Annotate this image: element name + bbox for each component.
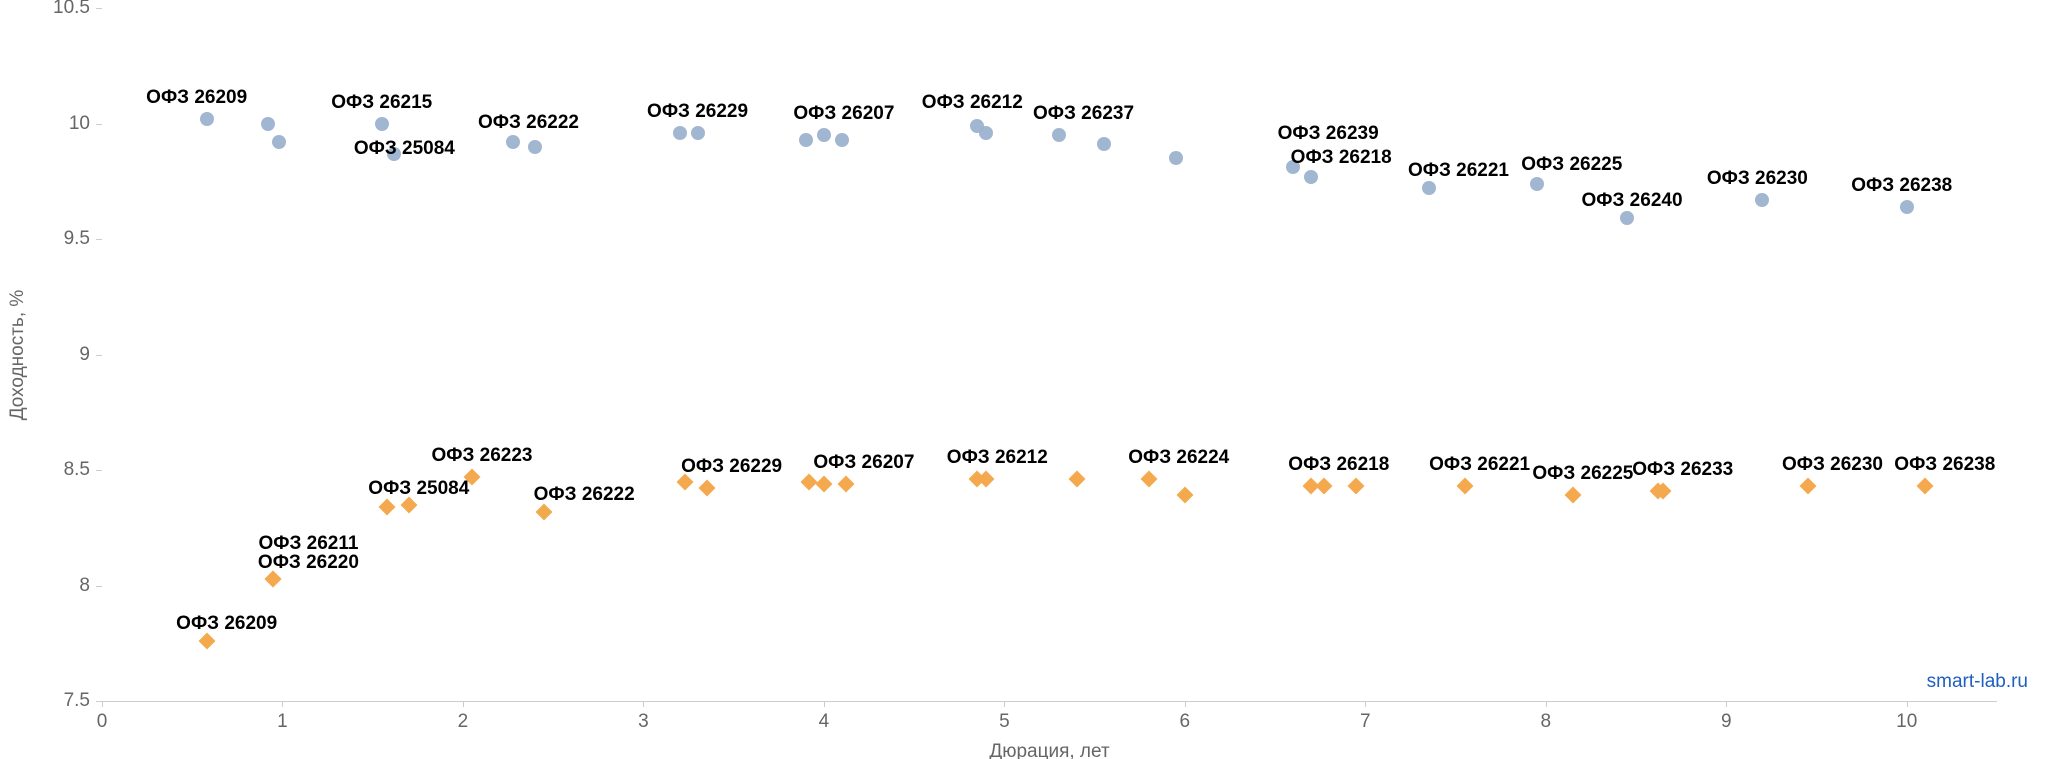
series-blue-point[interactable] bbox=[261, 117, 275, 131]
point-label: ОФЗ 26222 bbox=[534, 484, 635, 506]
series-blue-point[interactable] bbox=[1097, 137, 1111, 151]
x-tick-label: 7 bbox=[1360, 711, 1371, 733]
x-axis-line bbox=[102, 701, 1997, 702]
series-blue-point[interactable] bbox=[272, 135, 286, 149]
y-tick-label: 10 bbox=[69, 113, 90, 135]
y-tick-label: 7.5 bbox=[64, 690, 90, 712]
watermark[interactable]: smart-lab.ru bbox=[1927, 671, 2028, 693]
x-tick-label: 9 bbox=[1721, 711, 1732, 733]
x-tick bbox=[282, 701, 283, 707]
point-label: ОФЗ 26230 bbox=[1707, 168, 1808, 190]
point-label: ОФЗ 26207 bbox=[813, 452, 914, 474]
point-label: ОФЗ 26220 bbox=[258, 552, 359, 574]
point-label: ОФЗ 26224 bbox=[1128, 447, 1229, 469]
series-blue-point[interactable] bbox=[375, 117, 389, 131]
x-tick-label: 4 bbox=[819, 711, 830, 733]
point-label: ОФЗ 26239 bbox=[1278, 123, 1379, 145]
point-label: ОФЗ 26221 bbox=[1408, 160, 1509, 182]
point-label: ОФЗ 25084 bbox=[354, 138, 455, 160]
point-label: ОФЗ 26233 bbox=[1632, 459, 1733, 481]
point-label: ОФЗ 26209 bbox=[176, 613, 277, 635]
series-blue-point[interactable] bbox=[799, 133, 813, 147]
x-tick bbox=[1726, 701, 1727, 707]
point-label: ОФЗ 26225 bbox=[1532, 463, 1633, 485]
x-tick bbox=[1365, 701, 1366, 707]
point-label: ОФЗ 26225 bbox=[1521, 154, 1622, 176]
series-blue-point[interactable] bbox=[200, 112, 214, 126]
point-label: ОФЗ 26238 bbox=[1894, 454, 1995, 476]
series-blue-point[interactable] bbox=[1422, 181, 1436, 195]
series-blue-point[interactable] bbox=[1304, 170, 1318, 184]
x-tick bbox=[643, 701, 644, 707]
point-label: ОФЗ 26240 bbox=[1582, 190, 1683, 212]
point-label: ОФЗ 26218 bbox=[1288, 454, 1389, 476]
series-blue-point[interactable] bbox=[1755, 193, 1769, 207]
point-label: ОФЗ 26229 bbox=[647, 101, 748, 123]
point-label: ОФЗ 26221 bbox=[1429, 454, 1530, 476]
series-blue-point[interactable] bbox=[1169, 151, 1183, 165]
point-label: ОФЗ 26207 bbox=[793, 103, 894, 125]
point-label: ОФЗ 26209 bbox=[146, 87, 247, 109]
yield-duration-scatter: 7.5 8 8.5 9 9.5 10 10.5 0 1 2 3 4 5 6 7 8 9 10 Доходность,… bbox=[0, 0, 2048, 759]
x-tick-label: 0 bbox=[97, 711, 108, 733]
x-tick bbox=[1907, 701, 1908, 707]
series-blue-point[interactable] bbox=[691, 126, 705, 140]
series-blue-point[interactable] bbox=[1620, 211, 1634, 225]
series-blue-point[interactable] bbox=[979, 126, 993, 140]
series-blue-point[interactable] bbox=[506, 135, 520, 149]
y-tick bbox=[96, 124, 102, 125]
point-label: ОФЗ 26218 bbox=[1291, 147, 1392, 169]
series-blue-point[interactable] bbox=[673, 126, 687, 140]
y-tick bbox=[96, 470, 102, 471]
x-tick-label: 3 bbox=[638, 711, 649, 733]
point-label: ОФЗ 26223 bbox=[431, 445, 532, 467]
x-tick bbox=[1546, 701, 1547, 707]
x-tick bbox=[463, 701, 464, 707]
y-tick bbox=[96, 8, 102, 9]
point-label: ОФЗ 26229 bbox=[681, 456, 782, 478]
x-tick bbox=[102, 701, 103, 707]
series-blue-point[interactable] bbox=[1530, 177, 1544, 191]
x-tick-label: 1 bbox=[277, 711, 288, 733]
series-blue-point[interactable] bbox=[817, 128, 831, 142]
x-tick-label: 5 bbox=[999, 711, 1010, 733]
y-tick-label: 8 bbox=[79, 575, 90, 597]
point-label: ОФЗ 26230 bbox=[1782, 454, 1883, 476]
series-blue-point[interactable] bbox=[1900, 200, 1914, 214]
y-tick-label: 9 bbox=[79, 344, 90, 366]
point-label: ОФЗ 26237 bbox=[1033, 103, 1134, 125]
x-tick bbox=[1004, 701, 1005, 707]
x-axis-title: Дюрация, лет bbox=[989, 741, 1109, 759]
y-tick bbox=[96, 355, 102, 356]
point-label: ОФЗ 26212 bbox=[922, 92, 1023, 114]
y-tick-label: 8.5 bbox=[64, 459, 90, 481]
y-tick-label: 10.5 bbox=[53, 0, 90, 19]
point-label: ОФЗ 26215 bbox=[331, 92, 432, 114]
y-tick bbox=[96, 239, 102, 240]
y-tick-label: 9.5 bbox=[64, 228, 90, 250]
point-label: ОФЗ 26222 bbox=[478, 112, 579, 134]
point-label: ОФЗ 25084 bbox=[368, 478, 469, 500]
x-tick-label: 10 bbox=[1896, 711, 1917, 733]
series-blue-point[interactable] bbox=[835, 133, 849, 147]
series-blue-point[interactable] bbox=[528, 140, 542, 154]
x-tick bbox=[1185, 701, 1186, 707]
x-tick-label: 2 bbox=[458, 711, 469, 733]
y-axis-title: Доходность, % bbox=[7, 289, 29, 420]
x-tick-label: 6 bbox=[1180, 711, 1191, 733]
x-tick bbox=[824, 701, 825, 707]
y-tick bbox=[96, 586, 102, 587]
x-tick-label: 8 bbox=[1541, 711, 1552, 733]
point-label: ОФЗ 26212 bbox=[947, 447, 1048, 469]
series-blue-point[interactable] bbox=[1052, 128, 1066, 142]
point-label: ОФЗ 26238 bbox=[1851, 175, 1952, 197]
